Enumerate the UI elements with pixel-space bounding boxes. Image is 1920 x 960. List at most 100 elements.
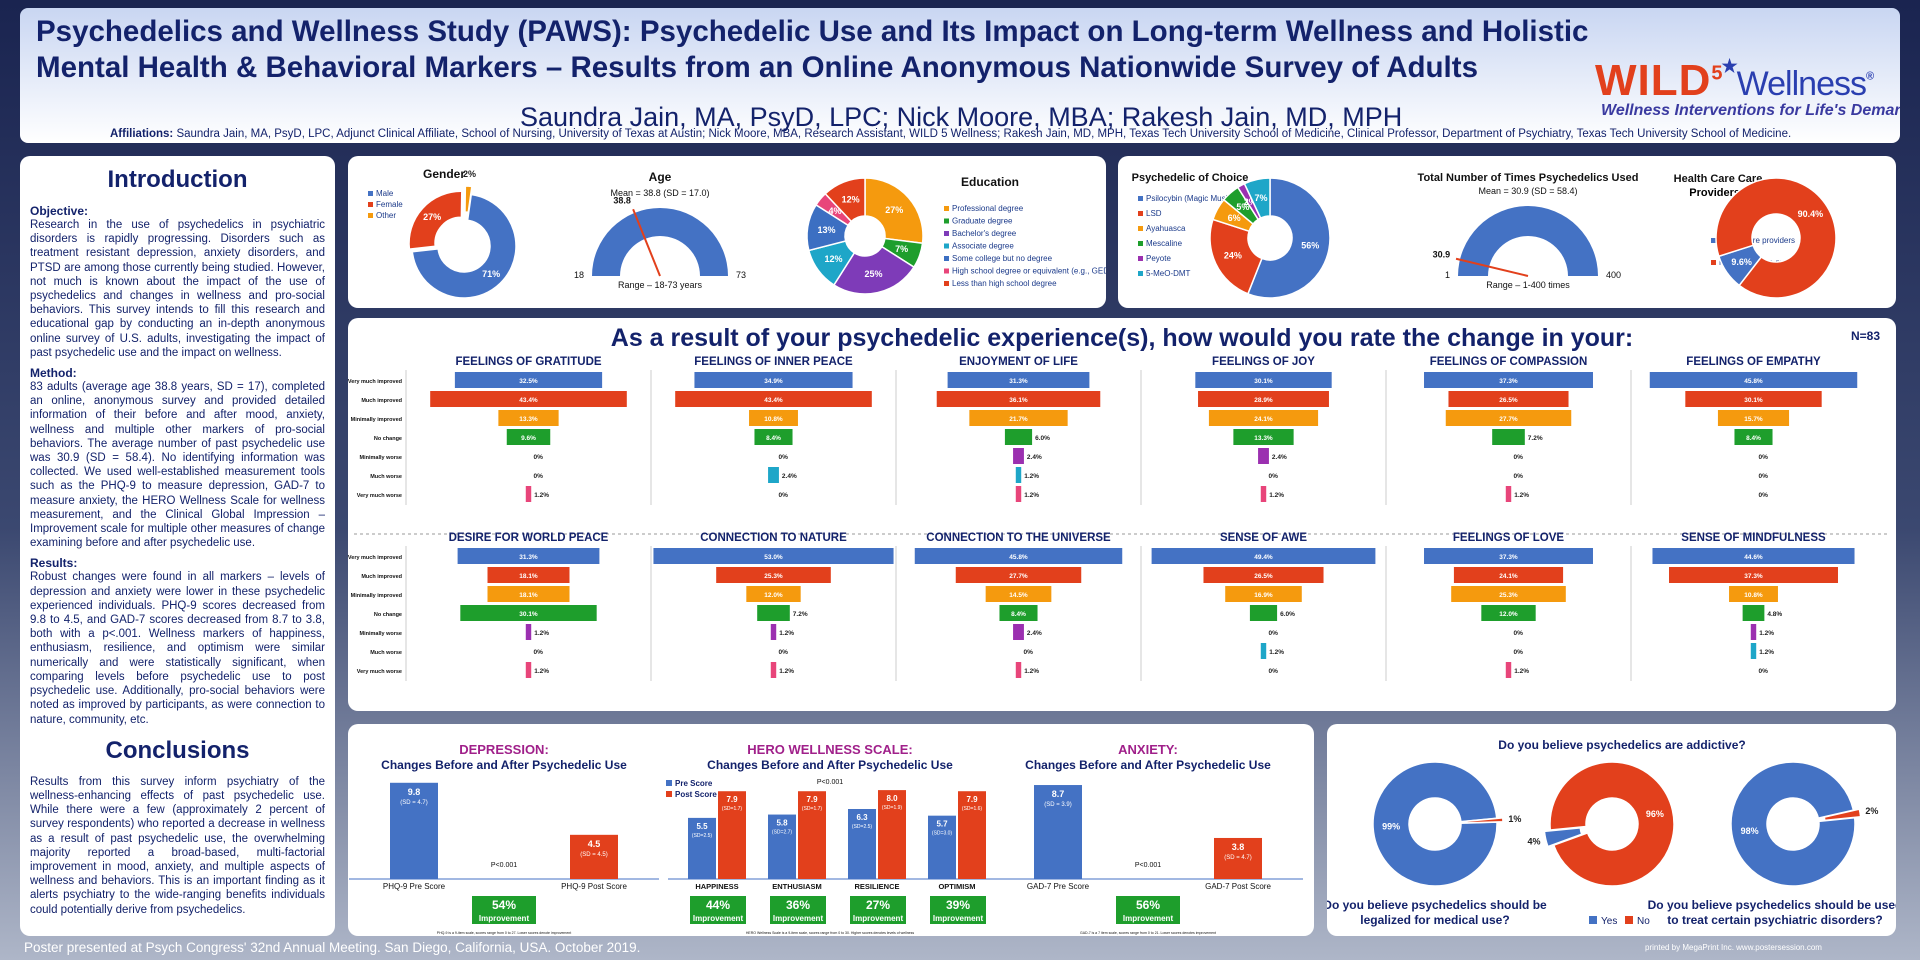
anxiety-bar-1 — [1214, 837, 1262, 879]
legalize-slice-0 — [1372, 761, 1498, 887]
rating-bar-label-7-1: 25.3% — [764, 573, 783, 580]
hero-bar-3-0 — [928, 815, 956, 879]
rating-category-0-5: Much worse — [370, 474, 402, 480]
rating-bar-label-4-2: 27.7% — [1499, 416, 1518, 423]
rating-category-0-0: Very much improved — [348, 379, 402, 385]
depression-title: DEPRESSION: — [459, 742, 549, 757]
psychedelic-use-panel: Psychedelic of Choice Psilocybin (Magic M… — [1118, 156, 1896, 308]
rating-bar-label-0-4: 0% — [534, 454, 544, 461]
rating-bar-label-6-2: 18.1% — [519, 592, 538, 599]
age-gauge-min: 18 — [574, 270, 584, 280]
rating-bar-11-4 — [1750, 624, 1757, 640]
hero-2-improvement-value: 27% — [866, 898, 890, 912]
rating-bar-2-1 — [936, 391, 1101, 407]
education-legend-swatch-0 — [944, 206, 949, 211]
logo-registered: ® — [1865, 70, 1874, 83]
anxiety-subtitle: Changes Before and After Psychedelic Use — [1025, 758, 1271, 772]
depression-bar-value-1: 4.5 — [588, 839, 601, 849]
rating-bar-4-1 — [1448, 391, 1569, 407]
rating-bar-label-9-6: 0% — [1269, 668, 1279, 675]
rating-bar-9-2 — [1225, 586, 1302, 602]
rating-bar-0-3 — [506, 429, 551, 445]
rating-bar-label-10-5: 0% — [1514, 649, 1524, 656]
rating-bar-label-0-2: 13.3% — [519, 416, 538, 423]
education-legend-label-2: Bachelor's degree — [952, 229, 1017, 238]
psychedelic-slice-label-4: 2% — [1244, 197, 1257, 207]
treat-slice-0 — [1730, 761, 1856, 887]
rating-bar-label-4-3: 7.2% — [1528, 435, 1543, 442]
beliefs-legend-swatch-1 — [1625, 916, 1633, 924]
treat-slice-label-1: 2% — [1865, 806, 1878, 816]
gender-slice-label-0: 71% — [482, 269, 500, 279]
rating-bar-label-8-0: 45.8% — [1009, 554, 1028, 561]
hero-subtitle: Changes Before and After Psychedelic Use — [707, 758, 953, 772]
education-legend-swatch-4 — [944, 256, 949, 261]
rating-bar-label-7-0: 53.0% — [764, 554, 783, 561]
rating-bar-label-5-5: 0% — [1759, 473, 1769, 480]
rating-bar-11-1 — [1669, 567, 1838, 583]
education-legend-label-4: Some college but no degree — [952, 254, 1053, 263]
rating-bar-5-1 — [1685, 391, 1822, 407]
treat-title-2: to treat certain psychiatric disorders? — [1667, 913, 1882, 927]
age-gauge-max: 73 — [736, 270, 746, 280]
gender-legend-swatch-1 — [368, 202, 373, 207]
depression-category-1: PHQ-9 Post Score — [561, 882, 627, 891]
logo-tagline: Wellness Interventions for Life's Demand… — [1601, 102, 1900, 119]
psychedelic-legend-label-4: Peyote — [1146, 254, 1171, 263]
rating-bar-7-0 — [653, 548, 894, 564]
rating-bar-label-9-1: 26.5% — [1254, 573, 1273, 580]
rating-bar-9-5 — [1260, 643, 1267, 659]
psychedelic-slice-5 — [1243, 177, 1271, 220]
hero-1-improvement-label: Improvement — [773, 914, 824, 923]
hero-bar-1-1 — [798, 791, 826, 879]
hero-bar-value-0-1: 7.9 — [726, 795, 738, 804]
rating-bar-label-3-1: 28.9% — [1254, 397, 1273, 404]
hero-bar-sd-1-0: (SD=2.7) — [772, 830, 792, 836]
score-changes-panel: DEPRESSION: Changes Before and After Psyc… — [348, 724, 1314, 936]
psychedelic-legend-swatch-5 — [1138, 271, 1143, 276]
results-text: Robust changes were found in all markers… — [30, 571, 325, 726]
anxiety-bar-sd-0: (SD = 3.9) — [1044, 802, 1072, 808]
rating-bar-6-2 — [487, 586, 570, 602]
beliefs-panel: Do you believe psychedelics are addictiv… — [1327, 724, 1896, 936]
providers-slice-1 — [1715, 177, 1837, 299]
rating-chart-title-4: FEELINGS OF COMPASSION — [1430, 356, 1588, 368]
rating-bar-label-4-6: 1.2% — [1514, 492, 1529, 499]
rating-bar-8-4 — [1013, 624, 1024, 640]
times-gauge-arc — [1458, 206, 1598, 276]
rating-bar-label-9-2: 16.9% — [1254, 592, 1273, 599]
rating-bar-label-8-4: 2.4% — [1027, 630, 1042, 637]
rating-bar-label-6-4: 1.2% — [534, 630, 549, 637]
rating-bar-10-2 — [1451, 586, 1566, 602]
hero-bar-sd-1-1: (SD=1.7) — [802, 806, 822, 812]
rating-bar-label-5-4: 0% — [1759, 454, 1769, 461]
rating-bar-label-2-1: 36.1% — [1009, 397, 1028, 404]
method-text: 83 adults (average age 38.8 years, SD = … — [30, 381, 325, 550]
age-gauge-arc — [592, 208, 728, 276]
anxiety-improvement-label: Improvement — [1123, 914, 1174, 923]
rating-bar-label-11-0: 44.6% — [1744, 554, 1763, 561]
providers-legend-swatch-0 — [1711, 238, 1716, 243]
poster-title: Psychedelics and Wellness Study (PAWS): … — [36, 15, 1589, 84]
rating-bar-7-1 — [716, 567, 831, 583]
psychedelic-slice-label-0: 56% — [1301, 241, 1319, 251]
rating-category-0-2: Minimally improved — [351, 417, 402, 423]
hero-bar-value-0-0: 5.5 — [696, 822, 708, 831]
rating-bar-label-8-2: 14.5% — [1009, 592, 1028, 599]
hero-bar-2-1 — [878, 790, 906, 879]
rating-category-0-1: Much improved — [361, 398, 402, 404]
rating-bar-label-0-0: 32.5% — [519, 378, 538, 385]
hero-legend-swatch-1 — [666, 791, 672, 797]
rating-chart-title-2: ENJOYMENT OF LIFE — [959, 356, 1078, 368]
rating-bar-1-1 — [675, 391, 872, 407]
rating-bar-9-1 — [1203, 567, 1324, 583]
rating-bar-label-1-3: 8.4% — [766, 435, 781, 442]
rating-bar-label-1-6: 0% — [779, 492, 789, 499]
rating-bar-7-4 — [770, 624, 777, 640]
rating-bar-10-6 — [1505, 662, 1512, 678]
rating-bar-10-0 — [1424, 548, 1593, 564]
depression-bar-1 — [570, 834, 618, 879]
rating-bar-label-10-3: 12.0% — [1499, 611, 1518, 618]
times-gauge-max: 400 — [1606, 270, 1621, 280]
hero-2-improvement-label: Improvement — [853, 914, 904, 923]
